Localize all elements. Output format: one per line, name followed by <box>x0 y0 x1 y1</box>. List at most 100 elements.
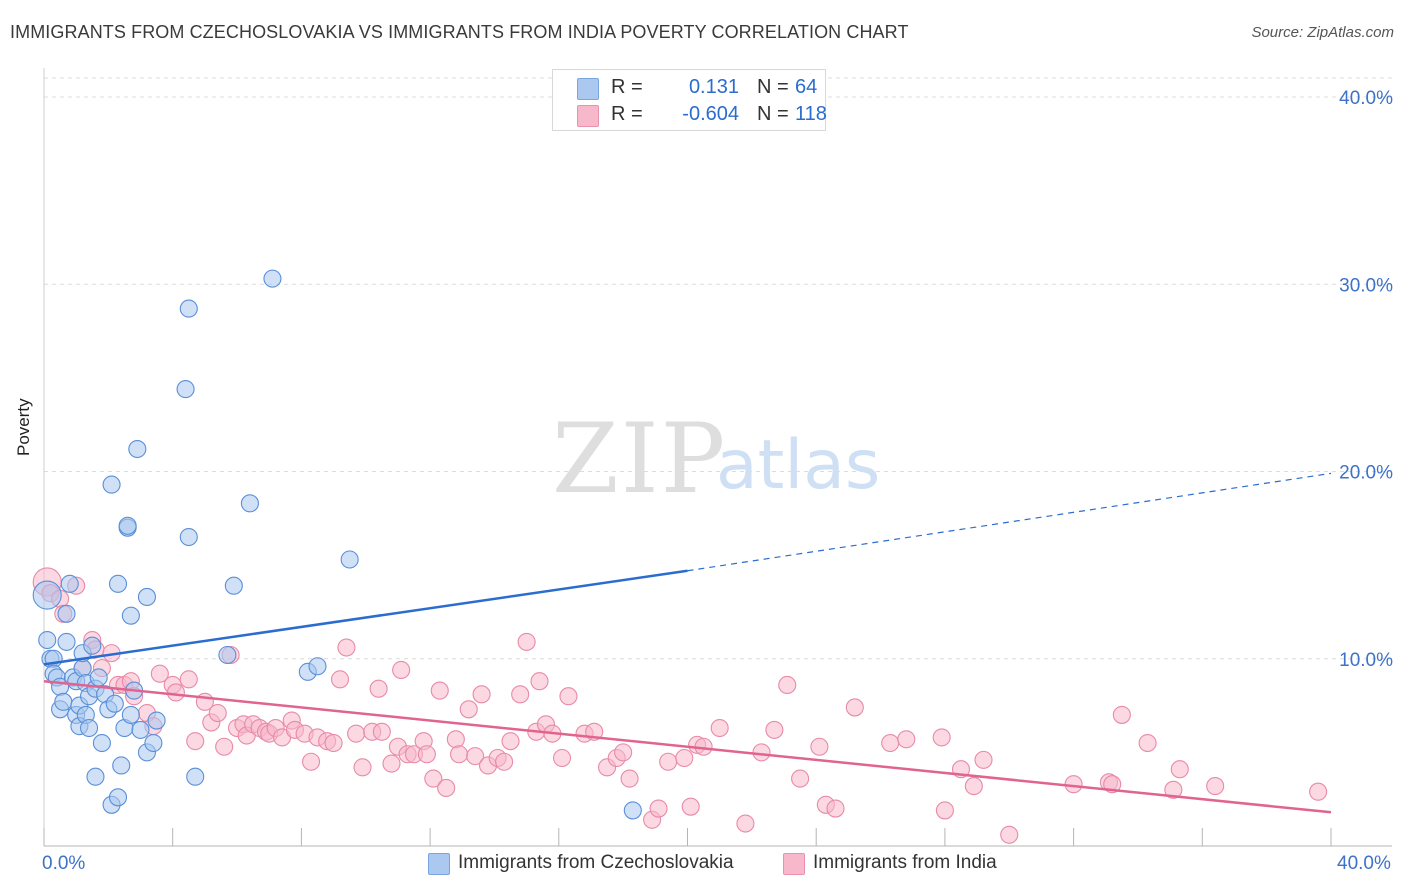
y-tick-label: 40.0% <box>1339 88 1393 109</box>
czech-point <box>92 733 111 753</box>
legend-swatch-india <box>783 853 805 875</box>
india-point <box>681 797 700 816</box>
india-point <box>382 754 401 773</box>
czech-point <box>131 720 150 739</box>
india-point <box>1064 775 1083 794</box>
india-point <box>517 632 536 651</box>
india-point <box>459 700 478 719</box>
india-point <box>208 704 227 723</box>
india-point <box>450 745 469 764</box>
india-point <box>897 730 916 749</box>
czech-point <box>128 439 147 459</box>
india-point <box>1309 782 1328 801</box>
x-tick-label-min: 0.0% <box>42 853 86 874</box>
india-point <box>430 681 449 700</box>
india-point <box>620 769 639 788</box>
correlation-legend: R = 0.131 N = 64 R = -0.604 N = 118 <box>552 69 827 131</box>
czech-point <box>340 550 359 569</box>
india-point <box>1206 777 1225 796</box>
legend-n-label: N = <box>757 103 789 125</box>
czech-point <box>83 636 102 655</box>
chart-title: IMMIGRANTS FROM CZECHOSLOVAKIA VS IMMIGR… <box>10 22 909 42</box>
india-point <box>649 799 668 818</box>
india-point <box>372 722 391 741</box>
india-point <box>417 745 436 764</box>
india-point <box>186 732 205 751</box>
india-point <box>215 737 234 756</box>
india-point <box>845 698 864 717</box>
legend-label-india: Immigrants from India <box>813 852 997 873</box>
india-point <box>932 728 951 747</box>
india-point <box>347 724 366 743</box>
legend-swatch-india <box>577 105 599 127</box>
india-point <box>1170 760 1189 779</box>
czech-point <box>89 668 108 687</box>
czech-point <box>57 604 76 623</box>
legend-label-czechoslovakia: Immigrants from Czechoslovakia <box>458 852 734 873</box>
legend-swatch-czechoslovakia <box>428 853 450 875</box>
czech-point <box>179 527 198 547</box>
legend-r-label: R = <box>611 103 643 125</box>
czech-point <box>176 380 195 399</box>
czech-point <box>38 630 57 650</box>
czech-point <box>118 516 137 535</box>
india-point <box>392 660 411 680</box>
czech-point <box>105 694 124 713</box>
source-credit: Source: ZipAtlas.com <box>1251 24 1394 41</box>
watermark-zip: ZIP <box>552 403 727 515</box>
legend-n-value: 118 <box>795 103 827 125</box>
india-point <box>1164 780 1183 799</box>
y-tick-label: 10.0% <box>1339 650 1393 671</box>
y-tick-label: 20.0% <box>1339 463 1393 484</box>
india-point <box>559 687 578 706</box>
india-point <box>369 679 388 698</box>
india-point <box>530 672 549 691</box>
czech-point <box>240 494 259 513</box>
india-point <box>472 685 491 704</box>
india-point <box>765 720 784 739</box>
watermark-atlas: atlas <box>716 426 880 505</box>
czech-point <box>137 587 157 607</box>
india-point <box>675 748 694 768</box>
legend-n-value: 64 <box>795 76 818 98</box>
czech-point <box>112 756 131 775</box>
x-tick-label-max: 40.0% <box>1337 853 1391 874</box>
legend-r-label: R = <box>611 76 643 98</box>
czech-point <box>179 299 198 318</box>
legend-r-value: 0.131 <box>688 76 739 98</box>
india-point <box>791 769 810 788</box>
czech-point <box>623 801 642 820</box>
czech-point <box>108 788 128 807</box>
india-point <box>736 814 755 833</box>
czech-point <box>57 632 76 651</box>
india-point <box>324 733 343 753</box>
india-point <box>495 752 514 771</box>
india-point <box>150 664 169 683</box>
india-point <box>166 683 185 702</box>
india-point <box>1112 705 1131 724</box>
india-point <box>935 801 954 820</box>
czech-point <box>79 718 99 738</box>
czech-point <box>32 580 62 610</box>
india-point <box>710 718 729 738</box>
india-point <box>179 670 198 689</box>
india-point <box>881 733 900 753</box>
czech-point <box>54 692 73 711</box>
india-point <box>1138 733 1157 753</box>
india-point <box>302 752 321 771</box>
india-point <box>659 752 678 771</box>
india-point <box>446 730 465 749</box>
legend-r-value: -0.604 <box>682 103 739 125</box>
india-point <box>614 743 633 762</box>
czech-point <box>60 574 79 593</box>
india-point <box>752 743 771 762</box>
czech-point <box>263 269 282 288</box>
czech-point <box>121 606 140 625</box>
india-point <box>501 732 520 751</box>
czech-point <box>121 705 140 724</box>
czech-point <box>86 767 105 786</box>
india-point <box>466 747 485 766</box>
czech-point <box>218 645 237 665</box>
india-point <box>552 748 572 768</box>
